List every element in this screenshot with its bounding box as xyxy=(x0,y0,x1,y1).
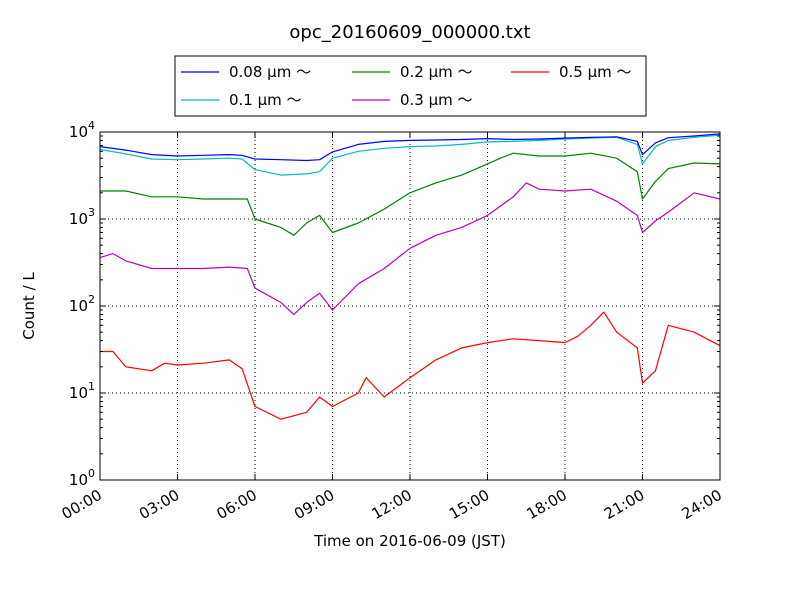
legend-label: 0.08 μm ～ xyxy=(229,63,311,81)
series-layer xyxy=(99,133,721,420)
series-line xyxy=(99,133,721,162)
y-tick-label: 101 xyxy=(69,380,95,402)
y-tick-exponent: 0 xyxy=(88,467,95,480)
y-tick-label: 102 xyxy=(69,293,95,315)
y-tick-base: 10 xyxy=(69,123,88,141)
legend-label: 0.3 μm ～ xyxy=(400,91,473,109)
y-tick-exponent: 3 xyxy=(88,206,95,219)
y-axis-label: Count / L xyxy=(20,272,38,340)
y-tick-exponent: 1 xyxy=(88,380,95,393)
y-tick-base: 10 xyxy=(69,384,88,402)
y-tick-base: 10 xyxy=(69,297,88,315)
x-axis-label: Time on 2016-06-09 (JST) xyxy=(313,532,506,550)
series-line xyxy=(100,311,721,420)
y-tick-base: 10 xyxy=(69,210,88,228)
series-line xyxy=(100,152,721,236)
legend: 0.08 μm ～ 0.1 μm ～ 0.2 μm ～ 0.3 μm ～ 0.5 μm … xyxy=(174,55,647,117)
y-tick-label: 100 xyxy=(69,467,95,489)
y-tick-base: 10 xyxy=(69,471,88,489)
y-tick-label: 103 xyxy=(69,206,95,228)
series-line xyxy=(99,134,721,176)
y-tick-exponent: 2 xyxy=(88,293,95,306)
legend-box xyxy=(174,55,647,117)
legend-label: 0.5 μm ～ xyxy=(559,63,632,81)
plot-border xyxy=(99,131,721,481)
legend-label: 0.2 μm ～ xyxy=(400,63,473,81)
grid-lines xyxy=(100,132,720,480)
series-line xyxy=(99,182,721,315)
y-tick-label: 104 xyxy=(69,119,95,141)
legend-label: 0.1 μm ～ xyxy=(229,91,302,109)
y-tick-exponent: 4 xyxy=(88,119,95,132)
chart-title: opc_20160609_000000.txt xyxy=(289,22,530,43)
